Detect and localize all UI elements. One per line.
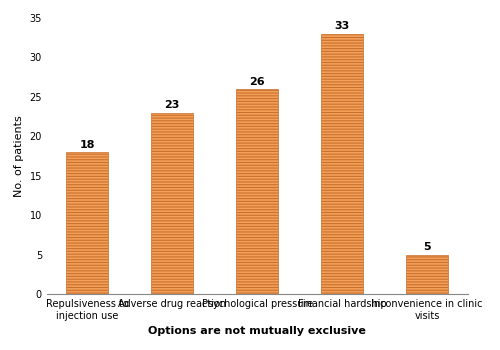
- Bar: [321, 34, 364, 294]
- Bar: [151, 113, 194, 294]
- Bar: [406, 255, 448, 294]
- Bar: [236, 89, 279, 294]
- Text: 23: 23: [164, 100, 180, 110]
- Text: 18: 18: [80, 140, 95, 150]
- Text: 26: 26: [250, 77, 265, 86]
- Y-axis label: No. of patients: No. of patients: [14, 115, 24, 197]
- Bar: [66, 152, 108, 294]
- Text: 33: 33: [334, 21, 350, 31]
- Text: 5: 5: [424, 242, 431, 252]
- X-axis label: Options are not mutually exclusive: Options are not mutually exclusive: [148, 326, 366, 336]
